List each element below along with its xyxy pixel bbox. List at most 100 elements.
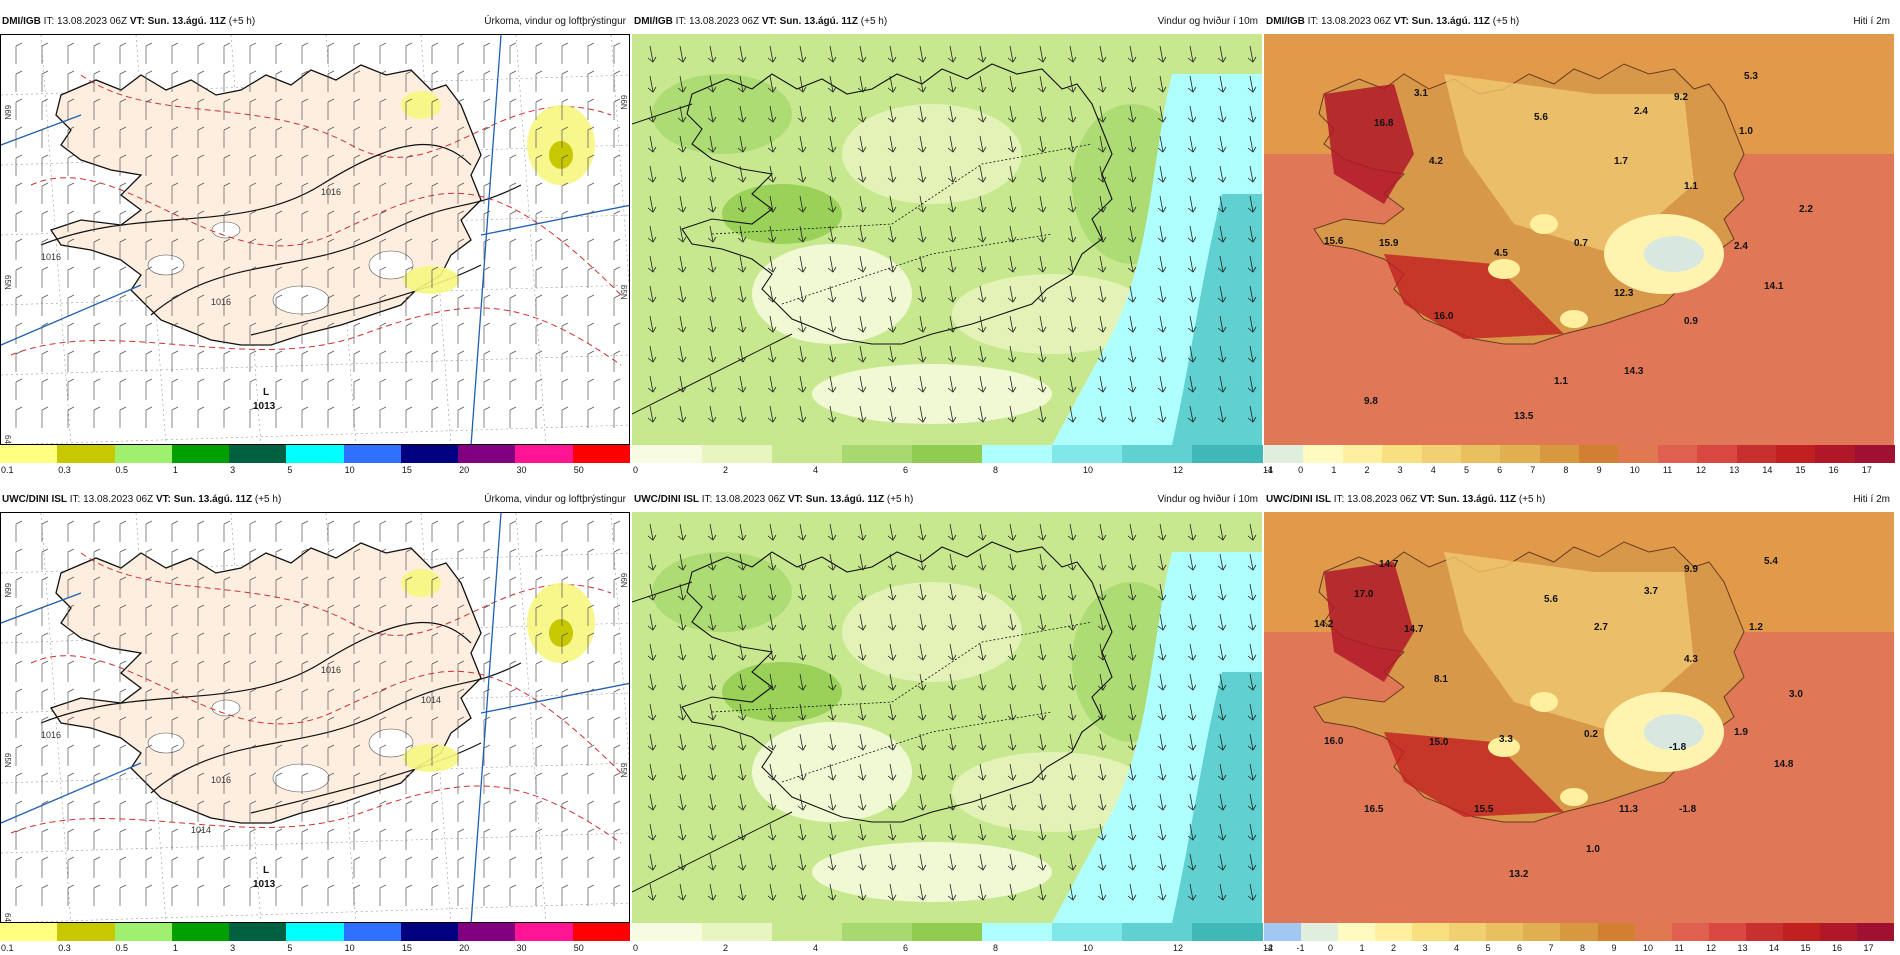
wind-barb (171, 154, 179, 176)
temperature-value: 5.3 (1744, 71, 1758, 82)
wind-arrow (1037, 823, 1047, 841)
wind-barb (41, 266, 49, 288)
wind-arrow (1157, 643, 1167, 661)
wind-barb (93, 604, 101, 626)
wind-barb (145, 294, 153, 316)
wind-arrow (737, 643, 747, 661)
wind-barb (613, 828, 621, 850)
latitude-line (1, 354, 629, 376)
wind-arrow (1037, 613, 1047, 631)
colorbar-segment (1338, 923, 1376, 941)
wind-barb (535, 576, 543, 598)
wind-barb (613, 350, 621, 372)
temperature-value: 16.8 (1374, 118, 1394, 129)
wind-arrow (977, 345, 987, 363)
temperature-value: 0.7 (1574, 238, 1588, 249)
temp-map[interactable]: 14.7 17.0 14.2 14.7 5.6 3.7 9.9 5.4 2.7 1.2 4.3 8.1… (1264, 512, 1894, 923)
wind-arrow (647, 345, 657, 363)
temperature-value: 2.7 (1594, 622, 1608, 633)
wind-arrow (1187, 255, 1197, 273)
wind-arrow (647, 793, 657, 811)
wind-arrow (1247, 405, 1257, 423)
wind-barb (379, 800, 387, 822)
wind-barb (197, 884, 205, 906)
wind-barb (67, 800, 75, 822)
wind-map[interactable] (632, 512, 1262, 923)
warm-area (1324, 562, 1414, 682)
precip-map[interactable]: L 1013 1016 1016 1016 66N 65N 64N 66N 65N (0, 34, 630, 445)
wind-barb (613, 772, 621, 794)
wind-arrow (917, 853, 927, 871)
wind-barb (197, 98, 205, 120)
wind-map[interactable] (632, 34, 1262, 445)
temperature-value: 11.3 (1619, 804, 1638, 815)
wind-barb (587, 856, 595, 878)
temp-map[interactable]: 3.1 16.8 4.2 5.6 2.4 9.2 5.3 1.7 1.0 1.1 2.2 15.6 15… (1264, 34, 1894, 445)
wind-arrow (1217, 763, 1227, 781)
wind-arrow (947, 673, 957, 691)
wind-arrow (827, 763, 837, 781)
wind-barb (483, 716, 491, 738)
wind-barb (379, 378, 387, 400)
wind-barb (15, 378, 23, 400)
wind-arrow (1067, 583, 1077, 601)
boundary-line (1, 762, 142, 824)
wind-arrow (1217, 375, 1227, 393)
wind-arrow (1127, 195, 1137, 213)
wind-arrow (797, 793, 807, 811)
wind-barb (561, 294, 569, 316)
colorbar-tick-label: 1 (1331, 465, 1337, 475)
temperature-contour (30, 655, 622, 774)
wind-arrow (797, 45, 807, 63)
wind-barb (301, 182, 309, 204)
temperature-value: 2.4 (1634, 106, 1648, 117)
wind-barb (353, 294, 361, 316)
wind-barb (535, 238, 543, 260)
boundary-line (470, 513, 502, 922)
precipitation-area (549, 619, 573, 647)
wind-barb (249, 406, 257, 428)
wind-barb (327, 70, 335, 92)
wind-barb (119, 660, 127, 682)
panel-header: DMI/IGB IT: 13.08.2023 06Z VT: Sun. 13.á… (632, 12, 1262, 32)
wind-arrow (1217, 883, 1227, 901)
wind-barb (327, 378, 335, 400)
temperature-value: 5.6 (1544, 594, 1558, 605)
wind-arrow (677, 255, 687, 273)
wind-barb (301, 604, 309, 626)
wind-arrow (827, 345, 837, 363)
wind-arrow (917, 195, 927, 213)
wind-arrow (797, 823, 807, 841)
wind-barb (171, 548, 179, 570)
wind-arrow (707, 583, 717, 601)
wind-arrow (1037, 553, 1047, 571)
wind-barb (379, 660, 387, 682)
wind-arrow (917, 225, 927, 243)
panel-uwc-precip: UWC/DINI ISL IT: 13.08.2023 06Z VT: Sun.… (0, 490, 631, 955)
wind-barb (457, 716, 465, 738)
wind-barb (93, 632, 101, 654)
wind-barb (197, 210, 205, 232)
wind-barb (171, 378, 179, 400)
wind-barb (145, 772, 153, 794)
wind-arrow (917, 673, 927, 691)
wind-arrow (947, 793, 957, 811)
colorbar-tick-label: 2 (723, 465, 729, 475)
wind-arrow (1127, 793, 1137, 811)
panel-dmi-temp: DMI/IGB IT: 13.08.2023 06Z VT: Sun. 13.á… (1264, 12, 1895, 477)
valid-time: Sun. 13.ágú. 11Z (1437, 494, 1517, 505)
precip-map[interactable]: L 1013 1016 1016 1016 1014 1014 66N 65N 64N 66N 65N (0, 512, 630, 923)
wind-barb (93, 548, 101, 570)
valid-time: Sun. 13.ágú. 11Z (779, 16, 858, 27)
wind-barb (223, 406, 231, 428)
colorbar-tick-label: 5 (1485, 943, 1491, 953)
wind-barb (561, 238, 569, 260)
wind-barb (613, 688, 621, 710)
wind-barb (171, 520, 179, 542)
wind-arrow (737, 673, 747, 691)
wind-arrow (1157, 255, 1167, 273)
wind-arrow (1037, 405, 1047, 423)
latitude-line (23, 902, 629, 922)
wind-arrow (1157, 225, 1167, 243)
temperature-value: 1.9 (1734, 727, 1748, 738)
